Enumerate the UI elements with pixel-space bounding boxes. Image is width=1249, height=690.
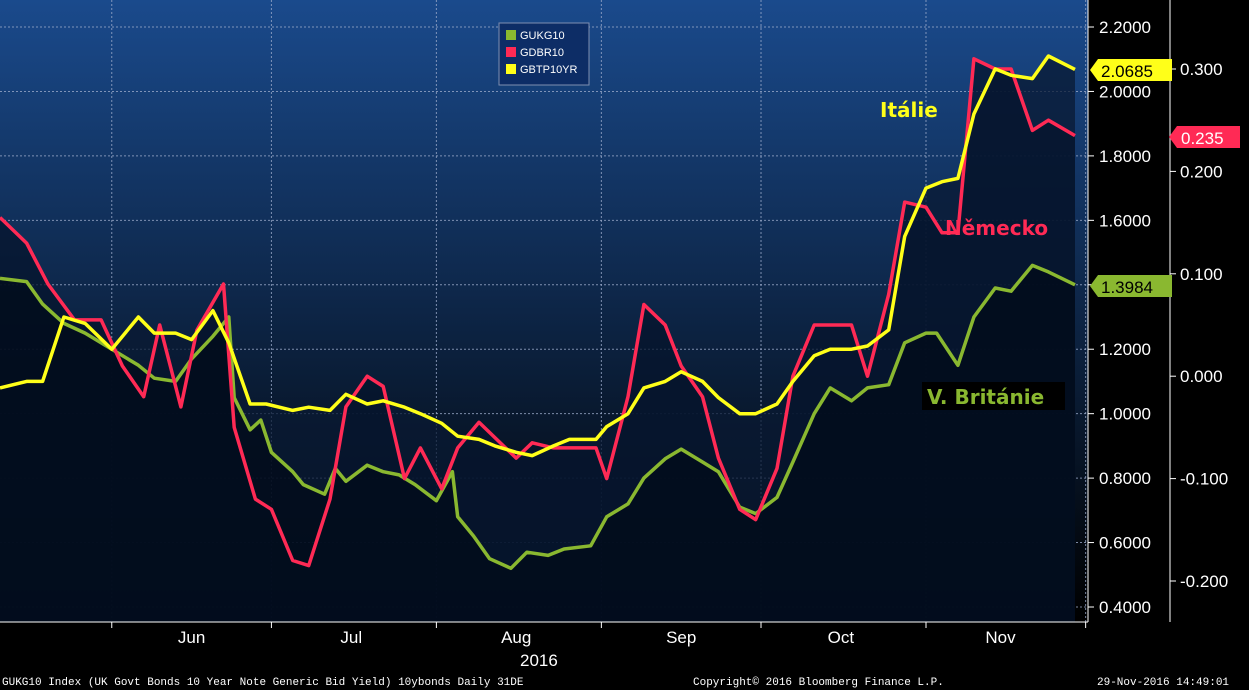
series-line-gbtp10yr — [0, 54, 1076, 458]
series-line-gdbr10 — [0, 57, 1076, 568]
x-axis-month-label: Jul — [340, 628, 362, 647]
year-label: 2016 — [520, 651, 558, 670]
right-axis-tick-label: 0.300 — [1180, 60, 1223, 79]
badge-gdbr10: 0.235 — [1169, 126, 1240, 148]
badge-gbtp10yr-shape — [1090, 59, 1172, 81]
series-area-gukg10 — [0, 265, 1075, 622]
annotation-uk-bg — [922, 382, 1065, 410]
badge-gbtp10yr: 2.0685 — [1090, 59, 1172, 81]
right-axis-tick-label: 0.200 — [1180, 162, 1223, 181]
left-axis-tick-label: 1.2000 — [1099, 340, 1151, 359]
right-axis-tick-label: 0.100 — [1180, 265, 1223, 284]
badge-gukg10: 1.3984 — [1090, 275, 1172, 297]
annotation-italy: Itálie — [880, 98, 938, 122]
legend: GUKG10 GDBR10 GBTP10YR — [498, 22, 590, 86]
badge-gbtp10yr-text: 2.0685 — [1101, 62, 1153, 81]
left-axis-tick-label: 1.8000 — [1099, 147, 1151, 166]
badge-gukg10-text: 1.3984 — [1101, 278, 1153, 297]
x-axis-month-label: Sep — [666, 628, 696, 647]
legend-label-gbtp10yr: GBTP10YR — [520, 64, 578, 76]
right-axis-tick-label: 0.000 — [1180, 367, 1223, 386]
x-axis-background — [0, 622, 1088, 670]
footer-source: GUKG10 Index (UK Govt Bonds 10 Year Note… — [2, 677, 524, 689]
left-axis-tick-label: 1.6000 — [1099, 211, 1151, 230]
x-axis-month-label: Nov — [985, 628, 1016, 647]
left-axis-tick-label: 0.6000 — [1099, 534, 1151, 553]
x-axis-month-label: Aug — [501, 628, 531, 647]
x-axis-month-label: Oct — [828, 628, 855, 647]
series-line-gukg10 — [0, 263, 1076, 571]
right-y-axis: 0.300 0.200 0.100 0.000 -0.100 -0.200 — [1169, 0, 1228, 622]
series-lines — [0, 54, 1076, 571]
legend-swatch-gukg10 — [506, 30, 516, 40]
right-axis-tick-label: -0.100 — [1180, 470, 1228, 489]
left-axis-tick-label: 0.8000 — [1099, 469, 1151, 488]
series-areas — [0, 56, 1075, 623]
footer-copyright: Copyright© 2016 Bloomberg Finance L.P. — [693, 677, 944, 689]
left-axis-tick-label: 2.0000 — [1099, 82, 1151, 101]
left-axis-tick-label: 0.4000 — [1099, 598, 1151, 617]
annotation-uk: V. Británie — [927, 385, 1044, 409]
footer-timestamp: 29-Nov-2016 14:49:01 — [1097, 677, 1229, 689]
left-axis-tick-label: 2.2000 — [1099, 18, 1151, 37]
legend-swatch-gbtp10yr — [506, 64, 516, 74]
left-axis-tick-label: 1.0000 — [1099, 405, 1151, 424]
legend-label-gdbr10: GDBR10 — [520, 47, 564, 59]
right-axis-tick-label: -0.200 — [1180, 572, 1228, 591]
badge-gukg10-shape — [1090, 275, 1172, 297]
badge-gdbr10-text: 0.235 — [1181, 129, 1224, 148]
annotation-germany: Německo — [945, 216, 1048, 240]
y-axis-background — [1088, 0, 1249, 670]
x-axis-month-label: Jun — [178, 628, 205, 647]
badge-gdbr10-shape — [1169, 126, 1240, 148]
x-axis: Jun Jul Aug Sep Oct Nov — [0, 621, 1088, 647]
legend-swatch-gdbr10 — [506, 47, 516, 57]
legend-label-gukg10: GUKG10 — [520, 30, 565, 42]
